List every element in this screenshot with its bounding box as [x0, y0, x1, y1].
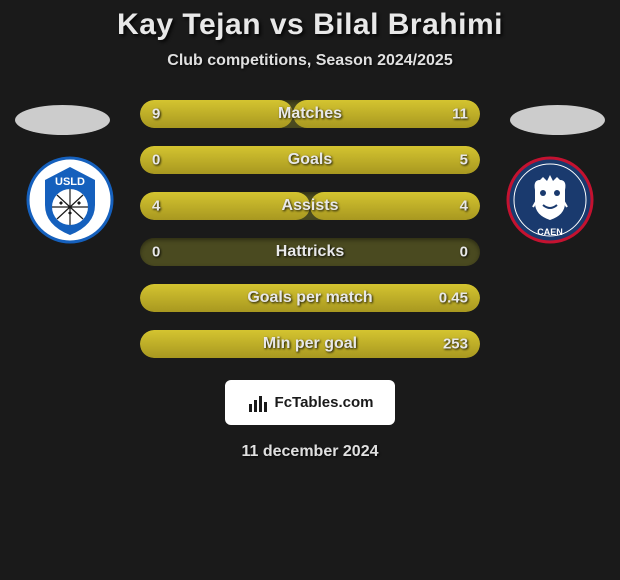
svg-text:CAEN: CAEN: [537, 227, 563, 237]
footer-date: 11 december 2024: [0, 443, 620, 461]
brand-text: FcTables.com: [275, 394, 374, 411]
stat-value-left: 0: [152, 152, 160, 169]
stat-value-right: 5: [460, 152, 468, 169]
stat-value-right: 0.45: [439, 290, 468, 307]
stat-label: Goals: [288, 151, 332, 169]
club-badge-right: CAEN: [500, 155, 600, 245]
player-oval-right: [510, 105, 605, 135]
stat-value-left: 4: [152, 198, 160, 215]
stat-label: Assists: [282, 197, 339, 215]
player-oval-left: [15, 105, 110, 135]
stat-value-left: 9: [152, 106, 160, 123]
page-title: Kay Tejan vs Bilal Brahimi: [0, 8, 620, 42]
stat-label: Hattricks: [276, 243, 344, 261]
stat-row-goals: 0 Goals 5: [140, 146, 480, 174]
usld-badge-icon: USLD: [25, 155, 115, 245]
stat-row-gpm: Goals per match 0.45: [140, 284, 480, 312]
main-area: USLD CAEN: [0, 100, 620, 461]
stat-label: Matches: [278, 105, 342, 123]
stat-row-mpg: Min per goal 253: [140, 330, 480, 358]
stat-value-right: 0: [460, 244, 468, 261]
stat-row-hattricks: 0 Hattricks 0: [140, 238, 480, 266]
caen-badge-icon: CAEN: [505, 155, 595, 245]
club-badge-left: USLD: [20, 155, 120, 245]
stat-value-left: 0: [152, 244, 160, 261]
page-subtitle: Club competitions, Season 2024/2025: [0, 52, 620, 70]
chart-icon: [247, 392, 269, 414]
stat-value-right: 11: [452, 106, 468, 123]
stat-row-matches: 9 Matches 11: [140, 100, 480, 128]
bar-fill-left: [140, 100, 293, 128]
stat-label: Min per goal: [263, 335, 357, 353]
stat-value-right: 253: [443, 336, 468, 353]
svg-text:USLD: USLD: [55, 176, 85, 188]
stat-row-assists: 4 Assists 4: [140, 192, 480, 220]
brand-logo: FcTables.com: [225, 380, 395, 425]
comparison-infographic: Kay Tejan vs Bilal Brahimi Club competit…: [0, 0, 620, 461]
stat-bars: 9 Matches 11 0 Goals 5 4 Assists 4 0: [140, 100, 480, 358]
stat-value-right: 4: [460, 198, 468, 215]
stat-label: Goals per match: [247, 289, 372, 307]
